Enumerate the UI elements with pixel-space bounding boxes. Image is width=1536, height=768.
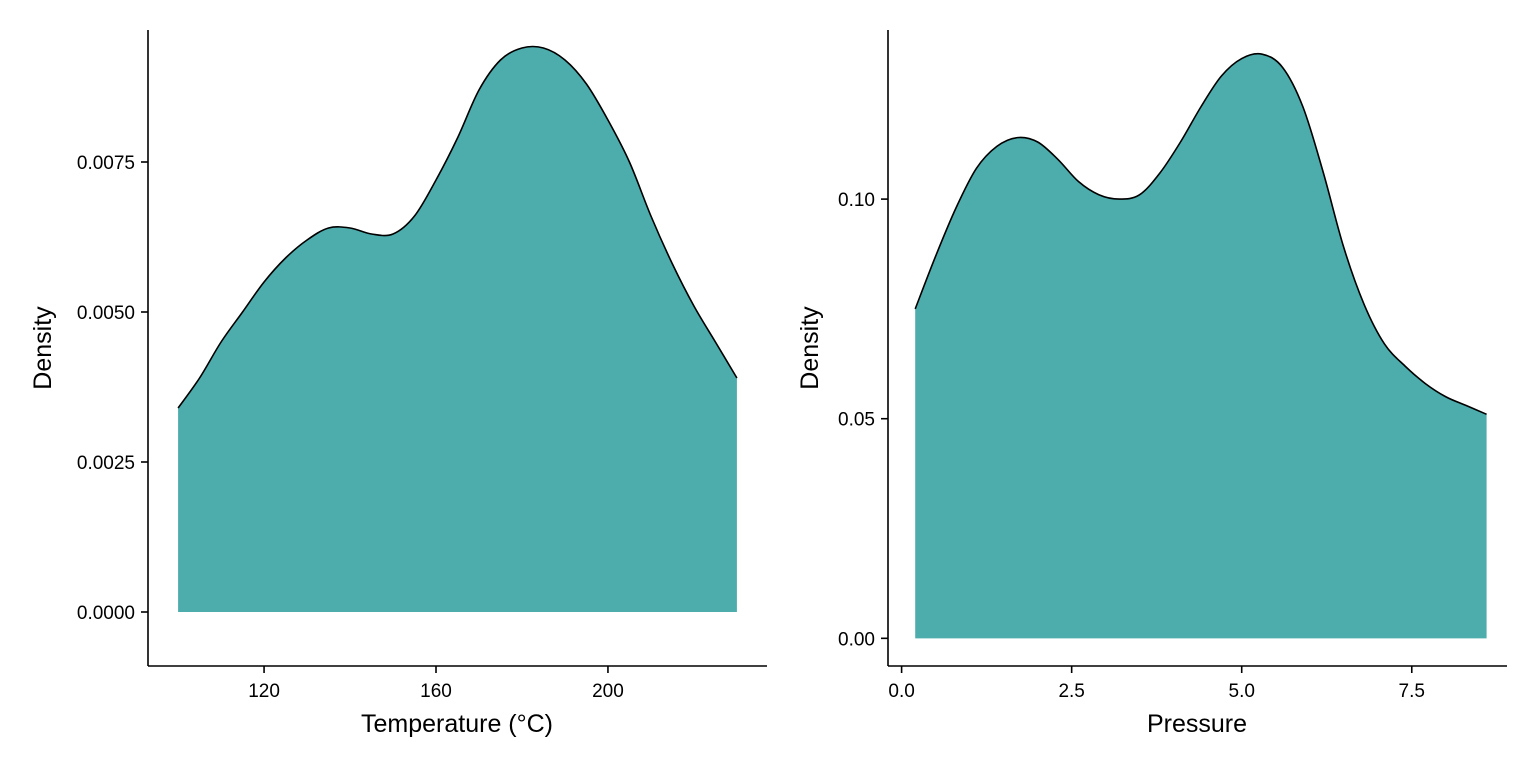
temperature-x-tick-label: 160	[420, 681, 452, 702]
temperature-density-line	[177, 45, 738, 409]
temperature-y-tick-label: 0.0000	[77, 603, 135, 624]
pressure-y-tick-label: 0.10	[838, 190, 875, 211]
temperature-y-ticks: 0.0000 0.0025 0.0050 0.0075	[77, 153, 148, 624]
pressure-y-ticks: 0.00 0.05 0.10	[838, 190, 888, 650]
pressure-density-panel: 0.0 2.5 5.0 7.5 0.00 0.05 0.10 Pressure Densi…	[796, 30, 1507, 738]
temperature-x-tick-label: 200	[592, 681, 624, 702]
pressure-x-tick-label: 2.5	[1058, 681, 1084, 702]
pressure-density-line	[914, 52, 1487, 416]
temperature-density-area	[178, 46, 737, 612]
pressure-x-tick-label: 0.0	[888, 681, 914, 702]
pressure-x-ticks: 0.0 2.5 5.0 7.5	[888, 666, 1425, 702]
pressure-x-axis-title: Pressure	[1147, 710, 1247, 738]
temperature-density-panel: 120 160 200 0.0000 0.0025 0.0050 0.0075 Tempe…	[29, 30, 767, 738]
temperature-y-tick-label: 0.0075	[77, 153, 135, 174]
pressure-y-axis-title: Density	[796, 306, 824, 390]
temperature-y-tick-label: 0.0025	[77, 453, 135, 474]
pressure-x-tick-label: 5.0	[1229, 681, 1255, 702]
pressure-density-area	[915, 53, 1487, 639]
pressure-x-tick-label: 7.5	[1399, 681, 1425, 702]
pressure-y-tick-label: 0.00	[838, 629, 875, 650]
temperature-y-tick-label: 0.0050	[77, 303, 135, 324]
pressure-y-tick-label: 0.05	[838, 410, 875, 431]
temperature-x-tick-label: 120	[248, 681, 280, 702]
temperature-x-axis-title: Temperature (°C)	[361, 710, 553, 738]
temperature-x-ticks: 120 160 200	[248, 666, 624, 702]
temperature-y-axis-title: Density	[29, 306, 57, 390]
